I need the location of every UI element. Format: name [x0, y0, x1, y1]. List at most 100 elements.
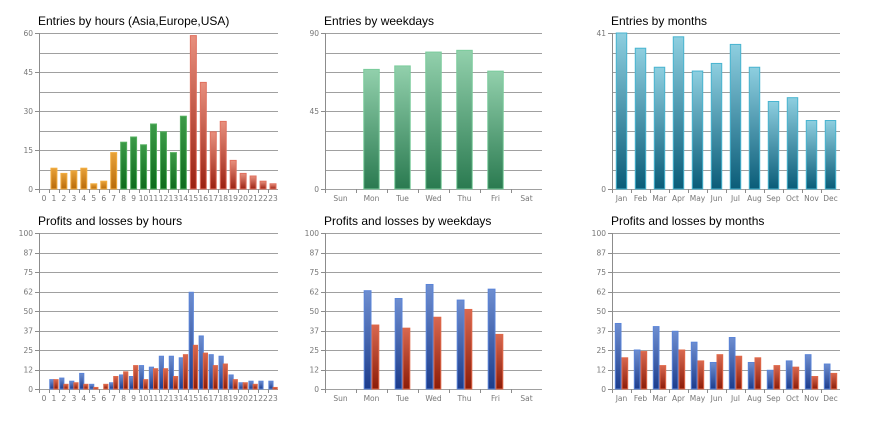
bar-profit — [363, 290, 372, 390]
bar-loss — [773, 365, 781, 390]
bar-loss — [232, 379, 238, 390]
bar-profit — [228, 374, 234, 390]
bar — [767, 100, 780, 190]
x-tick-label: Aug — [747, 194, 762, 203]
bar-loss — [143, 379, 149, 390]
x-tick-label: 1 — [52, 194, 57, 203]
x-tick-label: 22 — [258, 394, 268, 403]
x-tick-label: Thu — [456, 394, 471, 403]
x-tick-label: Apr — [672, 194, 686, 203]
bar-profit — [128, 376, 135, 390]
y-tick-label: 25 — [309, 346, 319, 355]
bar-loss — [63, 383, 69, 390]
bar-profit — [248, 380, 254, 390]
bar-loss — [792, 366, 800, 390]
bar-profit — [49, 379, 55, 390]
bar — [786, 97, 799, 190]
y-tick-label: 0 — [601, 385, 606, 394]
bar-profit — [59, 377, 65, 390]
x-tick-label: Sep — [766, 194, 780, 203]
bar-loss — [153, 368, 159, 390]
y-tick-label: 62 — [309, 288, 319, 297]
x-tick-label: 17 — [208, 394, 218, 403]
bar-profit — [633, 349, 641, 390]
y-tick-label: 75 — [23, 268, 33, 277]
y-tick-label: 100 — [19, 229, 34, 238]
x-tick-label: Sep — [766, 394, 780, 403]
bar-loss — [402, 327, 411, 390]
bar — [259, 180, 267, 190]
bar-profit — [690, 341, 698, 390]
bar-profit — [425, 283, 434, 390]
x-tick-label: 13 — [169, 194, 179, 203]
y-tick-label: 62 — [596, 288, 606, 297]
bar — [710, 62, 723, 190]
bar — [199, 81, 207, 190]
chart-title: Entries by weekdays — [324, 14, 435, 28]
x-tick-label: 16 — [199, 394, 209, 403]
chart-title: Entries by months — [611, 14, 708, 28]
x-tick-label: Jun — [710, 194, 723, 203]
bar-profit — [168, 355, 174, 390]
chart-title: Entries by hours (Asia,Europe,USA) — [38, 14, 230, 28]
bar-loss — [113, 376, 119, 390]
bar — [824, 120, 837, 190]
y-tick-label: 0 — [28, 385, 33, 394]
bar-profit — [218, 355, 224, 390]
bar-loss — [640, 351, 648, 390]
y-tick-label: 37 — [596, 327, 606, 336]
x-tick-label: Jul — [730, 394, 740, 403]
chart-entries-months: 0 41 Jan Feb Mar Apr May Jun Jul Aug Sep Oct Nov Dec — [596, 29, 840, 203]
bar-profit — [148, 366, 155, 390]
y-tick-label: 50 — [23, 307, 33, 316]
bar-profit — [79, 372, 85, 390]
bar-profit — [238, 382, 244, 390]
x-tick-label: Feb — [634, 194, 648, 203]
x-tick-label: Feb — [634, 394, 648, 403]
x-tick-label: 11 — [149, 194, 159, 203]
bar — [179, 115, 187, 190]
bar-loss — [371, 324, 380, 390]
bar — [691, 70, 704, 190]
bar — [130, 136, 138, 190]
x-tick-label: 2 — [62, 394, 67, 403]
bar-loss — [182, 354, 189, 390]
bar-loss — [811, 376, 819, 390]
x-tick-label: Dec — [823, 394, 838, 403]
bar-profit — [614, 322, 622, 390]
bar-profit — [89, 383, 95, 390]
x-tick-label: Wed — [425, 194, 442, 203]
bar — [634, 47, 647, 190]
bar-loss — [464, 308, 473, 390]
y-tick-label: 30 — [23, 107, 33, 116]
x-tick-label: 0 — [42, 394, 47, 403]
x-tick-label: May — [690, 394, 706, 403]
x-tick-label: 21 — [248, 394, 258, 403]
y-tick-label: 87 — [309, 249, 319, 258]
bar — [653, 66, 666, 190]
x-tick-label: Mon — [364, 394, 380, 403]
y-tick-label: 12 — [309, 366, 319, 375]
bar — [169, 152, 177, 190]
bar — [150, 123, 158, 190]
x-tick-label: Aug — [747, 394, 762, 403]
x-tick-label: 23 — [268, 394, 278, 403]
bar-profit — [456, 299, 465, 390]
y-tick-label: 87 — [23, 249, 33, 258]
y-tick-label: 50 — [596, 307, 606, 316]
bar — [70, 170, 78, 190]
bar-profit — [766, 369, 774, 390]
bar-profit — [785, 360, 793, 390]
bar-loss — [495, 333, 504, 390]
x-tick-label: 3 — [71, 194, 76, 203]
chart-entries-weekdays: 0 45 90 Sun Mon Tue Wed Thu Fri Sat — [309, 29, 542, 203]
bar — [363, 68, 380, 190]
bar-profit — [709, 361, 717, 390]
x-tick-label: Sun — [333, 194, 348, 203]
x-tick-label: Oct — [786, 394, 799, 403]
bar-profit — [652, 326, 660, 390]
chart-title: Profits and losses by months — [611, 214, 765, 228]
y-tick-label: 25 — [596, 346, 606, 355]
x-tick-label: 18 — [218, 394, 228, 403]
